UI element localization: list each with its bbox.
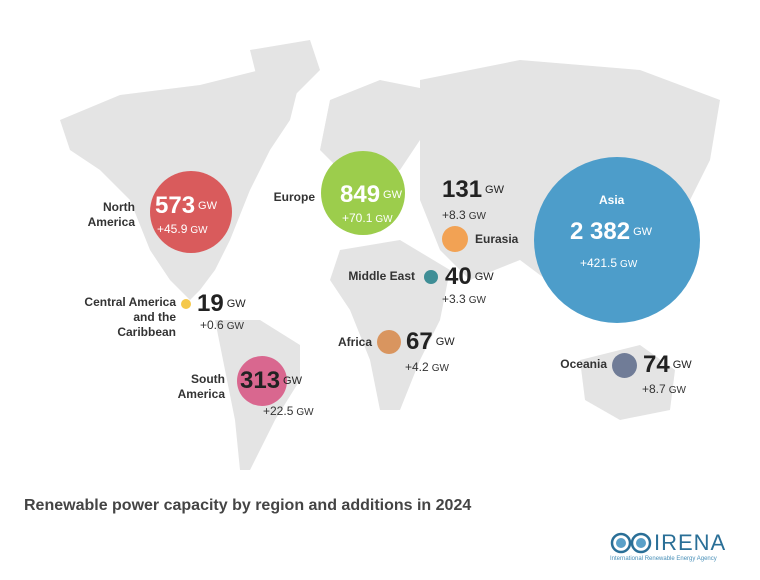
addition: +421.5 <box>580 256 618 270</box>
chart-title: Renewable power capacity by region and a… <box>24 497 472 514</box>
value-south-america: 313 GW <box>240 369 302 393</box>
logo-subtitle: International Renewable Energy Agency <box>610 556 717 562</box>
addition: +0.6 <box>200 318 224 332</box>
addition: +3.3 <box>442 292 466 306</box>
addition-asia: +421.5 GW <box>580 256 637 270</box>
label-europe: Europe <box>273 190 315 204</box>
value-europe: 849 GW <box>340 183 402 207</box>
bubble-middle-east <box>424 270 438 284</box>
bubble-oceania <box>612 353 637 378</box>
label-south-america: South America <box>177 372 225 401</box>
label-asia: Asia <box>599 193 625 207</box>
greenland-land <box>250 40 320 100</box>
unit: GW <box>190 225 208 236</box>
value-central-america: 19 GW <box>197 292 246 316</box>
capacity: 131 <box>442 176 483 203</box>
label-eurasia: Eurasia <box>475 232 519 246</box>
capacity: 40 <box>445 263 472 290</box>
label-north-america: North America <box>87 200 135 229</box>
capacity: 19 <box>197 290 224 317</box>
unit: GW <box>633 226 653 238</box>
bubble-africa <box>377 330 401 354</box>
label-oceania: Oceania <box>560 357 607 371</box>
logo-name: IRENA <box>654 530 727 555</box>
bubble-asia <box>534 157 700 323</box>
addition: +8.7 <box>642 382 666 396</box>
addition-eurasia: +8.3 GW <box>442 208 486 222</box>
capacity: 573 <box>155 192 196 219</box>
capacity: 849 <box>340 181 381 208</box>
unit: GW <box>468 211 486 222</box>
value-middle-east: 40 GW <box>445 265 494 289</box>
globe-infinity-icon <box>610 532 652 554</box>
value-oceania: 74 GW <box>643 353 692 377</box>
label-africa: Africa <box>337 335 372 349</box>
addition-north-america: +45.9 GW <box>157 222 208 236</box>
addition: +4.2 <box>405 360 429 374</box>
unit: GW <box>283 375 302 387</box>
bubble-eurasia <box>442 226 468 252</box>
addition-oceania: +8.7 GW <box>642 382 686 396</box>
bubble-south-america <box>237 356 287 406</box>
addition-middle-east: +3.3 GW <box>442 292 486 306</box>
unit: GW <box>620 259 638 270</box>
unit: GW <box>474 271 494 283</box>
label-central-america: Central America and the Caribbean <box>84 295 176 339</box>
capacity: 74 <box>643 351 670 378</box>
bubble-central-america <box>181 299 191 309</box>
addition: +8.3 <box>442 208 466 222</box>
unit: GW <box>668 385 686 396</box>
bubble-europe <box>321 151 405 235</box>
unit: GW <box>435 336 455 348</box>
capacity: 313 <box>240 367 281 394</box>
unit: GW <box>672 359 692 371</box>
addition: +70.1 <box>342 211 373 225</box>
irena-logo: IRENA International Renewable Energy Age… <box>610 530 725 562</box>
value-north-america: 573 GW <box>155 194 217 218</box>
capacity: 67 <box>406 328 433 355</box>
oceania-land <box>580 345 675 420</box>
bubble-north-america <box>150 171 232 253</box>
africa-land <box>330 240 450 410</box>
unit: GW <box>431 363 449 374</box>
unit: GW <box>468 295 486 306</box>
capacity: 2 382 <box>570 218 631 245</box>
unit: GW <box>198 200 217 212</box>
value-africa: 67 GW <box>406 330 455 354</box>
unit: GW <box>375 214 393 225</box>
unit: GW <box>485 184 504 196</box>
value-asia: 2 382 GW <box>570 220 652 244</box>
addition-europe: +70.1 GW <box>342 211 393 225</box>
label-middle-east: Middle East <box>348 269 415 283</box>
addition-south-america: +22.5 GW <box>263 404 314 418</box>
addition: +22.5 <box>263 404 294 418</box>
addition-central-america: +0.6 GW <box>200 318 244 332</box>
addition-africa: +4.2 GW <box>405 360 449 374</box>
addition: +45.9 <box>157 222 188 236</box>
value-eurasia: 131 GW <box>442 178 504 202</box>
unit: GW <box>226 298 246 310</box>
unit: GW <box>383 189 402 201</box>
unit: GW <box>296 407 314 418</box>
unit: GW <box>226 321 244 332</box>
